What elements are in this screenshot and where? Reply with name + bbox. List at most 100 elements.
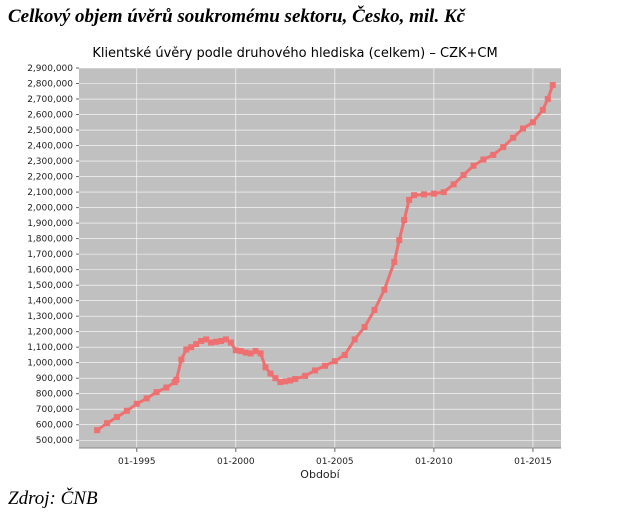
data-point: [257, 350, 264, 357]
data-point: [252, 348, 259, 355]
y-tick-label: 2,300,000: [27, 157, 73, 167]
data-point: [411, 192, 418, 199]
data-point: [267, 370, 274, 377]
y-tick-label: 800,000: [36, 390, 73, 400]
y-tick-label: 2,200,000: [27, 173, 73, 183]
data-point: [302, 372, 309, 379]
x-axis-label: Období: [300, 468, 340, 481]
y-tick-label: 2,600,000: [27, 111, 73, 121]
page-heading: Celkový objem úvěrů soukromému sektoru, …: [8, 6, 466, 27]
data-point: [460, 172, 467, 179]
data-point: [247, 350, 254, 357]
data-point: [203, 336, 210, 343]
data-point: [133, 400, 140, 407]
y-tick-label: 1,300,000: [27, 312, 73, 322]
data-point: [153, 389, 160, 396]
data-point: [430, 190, 437, 197]
data-point: [237, 348, 244, 355]
data-point: [510, 134, 517, 141]
data-point: [361, 324, 368, 331]
x-tick-label: 01-2005: [316, 457, 354, 467]
y-axis: 500,000 600,000 700,000 800,000 900,000 1,000…: [27, 64, 79, 446]
data-point: [450, 181, 457, 188]
data-point: [208, 339, 215, 346]
y-tick-label: 1,100,000: [27, 343, 73, 353]
y-tick-label: 1,200,000: [27, 328, 73, 338]
y-tick-label: 2,700,000: [27, 95, 73, 105]
data-point: [321, 362, 328, 369]
data-point: [420, 191, 427, 198]
chart-title: Klientské úvěry podle druhového hlediska…: [92, 46, 497, 61]
series-layer: [94, 82, 556, 434]
grid-lines: [79, 67, 561, 448]
y-tick-label: 900,000: [36, 374, 73, 384]
data-point: [193, 341, 200, 348]
data-point: [143, 395, 150, 402]
x-tick-label: 01-2000: [217, 457, 255, 467]
data-point: [282, 378, 289, 385]
data-point: [123, 407, 130, 414]
data-point: [391, 258, 398, 265]
data-point: [94, 427, 101, 434]
data-point: [490, 151, 497, 158]
data-point: [272, 375, 279, 382]
data-point: [500, 144, 507, 151]
data-point: [440, 189, 447, 196]
y-tick-label: 1,800,000: [27, 235, 73, 245]
y-tick-label: 2,400,000: [27, 142, 73, 152]
data-point: [401, 217, 408, 223]
x-tick-label: 01-1995: [118, 457, 156, 467]
data-point: [163, 384, 170, 391]
data-point: [173, 376, 180, 383]
y-tick-label: 2,100,000: [27, 188, 73, 198]
data-point: [381, 286, 388, 293]
data-point: [406, 196, 413, 203]
plot-area: [79, 68, 561, 448]
data-point: [183, 346, 190, 353]
data-point: [292, 375, 299, 382]
data-point: [227, 339, 234, 346]
y-tick-label: 700,000: [36, 405, 73, 415]
data-point: [351, 336, 358, 343]
data-point: [188, 344, 195, 351]
data-point: [277, 379, 284, 386]
data-point: [539, 106, 546, 113]
data-point: [371, 306, 378, 313]
data-point: [396, 237, 403, 244]
data-point: [470, 162, 477, 169]
y-tick-label: 2,000,000: [27, 204, 73, 214]
data-point: [242, 349, 249, 356]
data-point: [549, 82, 556, 89]
y-tick-label: 2,900,000: [27, 64, 73, 74]
data-point: [213, 338, 220, 345]
data-point: [529, 119, 536, 126]
data-point: [217, 337, 224, 344]
y-tick-label: 1,700,000: [27, 250, 73, 260]
x-axis: 01-1995 01-2000 01-2005 01-2010 01-2015: [79, 447, 561, 467]
data-point: [341, 351, 348, 358]
y-tick-label: 600,000: [36, 421, 73, 431]
data-point: [104, 420, 111, 427]
y-tick-label: 2,500,000: [27, 126, 73, 136]
data-point: [312, 367, 319, 374]
data-point: [113, 413, 120, 420]
data-point: [262, 364, 269, 371]
y-tick-label: 2,800,000: [27, 80, 73, 90]
data-point: [520, 125, 527, 132]
x-tick-label: 01-2015: [514, 457, 552, 467]
y-tick-label: 1,900,000: [27, 219, 73, 229]
data-point: [178, 356, 185, 363]
data-point: [480, 156, 487, 163]
data-point: [287, 377, 294, 384]
data-point: [232, 347, 239, 354]
data-point: [198, 337, 205, 344]
y-tick-label: 1,400,000: [27, 297, 73, 307]
y-tick-label: 1,600,000: [27, 266, 73, 276]
source-note: Zdroj: ČNB: [8, 488, 98, 509]
y-tick-label: 500,000: [36, 436, 73, 446]
x-tick-label: 01-2010: [415, 457, 453, 467]
data-point: [222, 336, 229, 343]
y-tick-label: 1,500,000: [27, 281, 73, 291]
data-point: [331, 358, 338, 365]
